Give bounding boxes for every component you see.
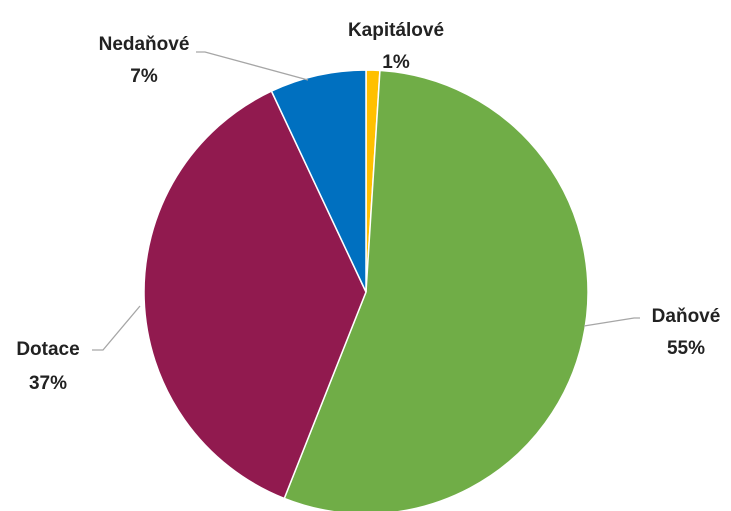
slice-nedanove <box>270 69 367 293</box>
pie-slices <box>143 69 589 511</box>
slice-dotace <box>143 90 367 500</box>
leader-line-danove <box>583 317 640 327</box>
leader-lines <box>92 51 640 351</box>
label-dotace-value: 37% <box>29 373 67 394</box>
label-danove-value: 55% <box>667 338 705 359</box>
leader-line-dotace <box>92 305 141 351</box>
label-nedanove-name: Nedaňové <box>99 34 190 55</box>
label-danove-name: Daňové <box>652 306 721 327</box>
label-kapitalove-name: Kapitálové <box>348 20 444 41</box>
label-dotace-name: Dotace <box>16 339 79 360</box>
label-nedanove-value: 7% <box>130 66 158 87</box>
label-kapitalove-value: 1% <box>382 52 410 73</box>
leader-line-nedanove <box>196 51 309 81</box>
slice-danove <box>283 69 589 511</box>
